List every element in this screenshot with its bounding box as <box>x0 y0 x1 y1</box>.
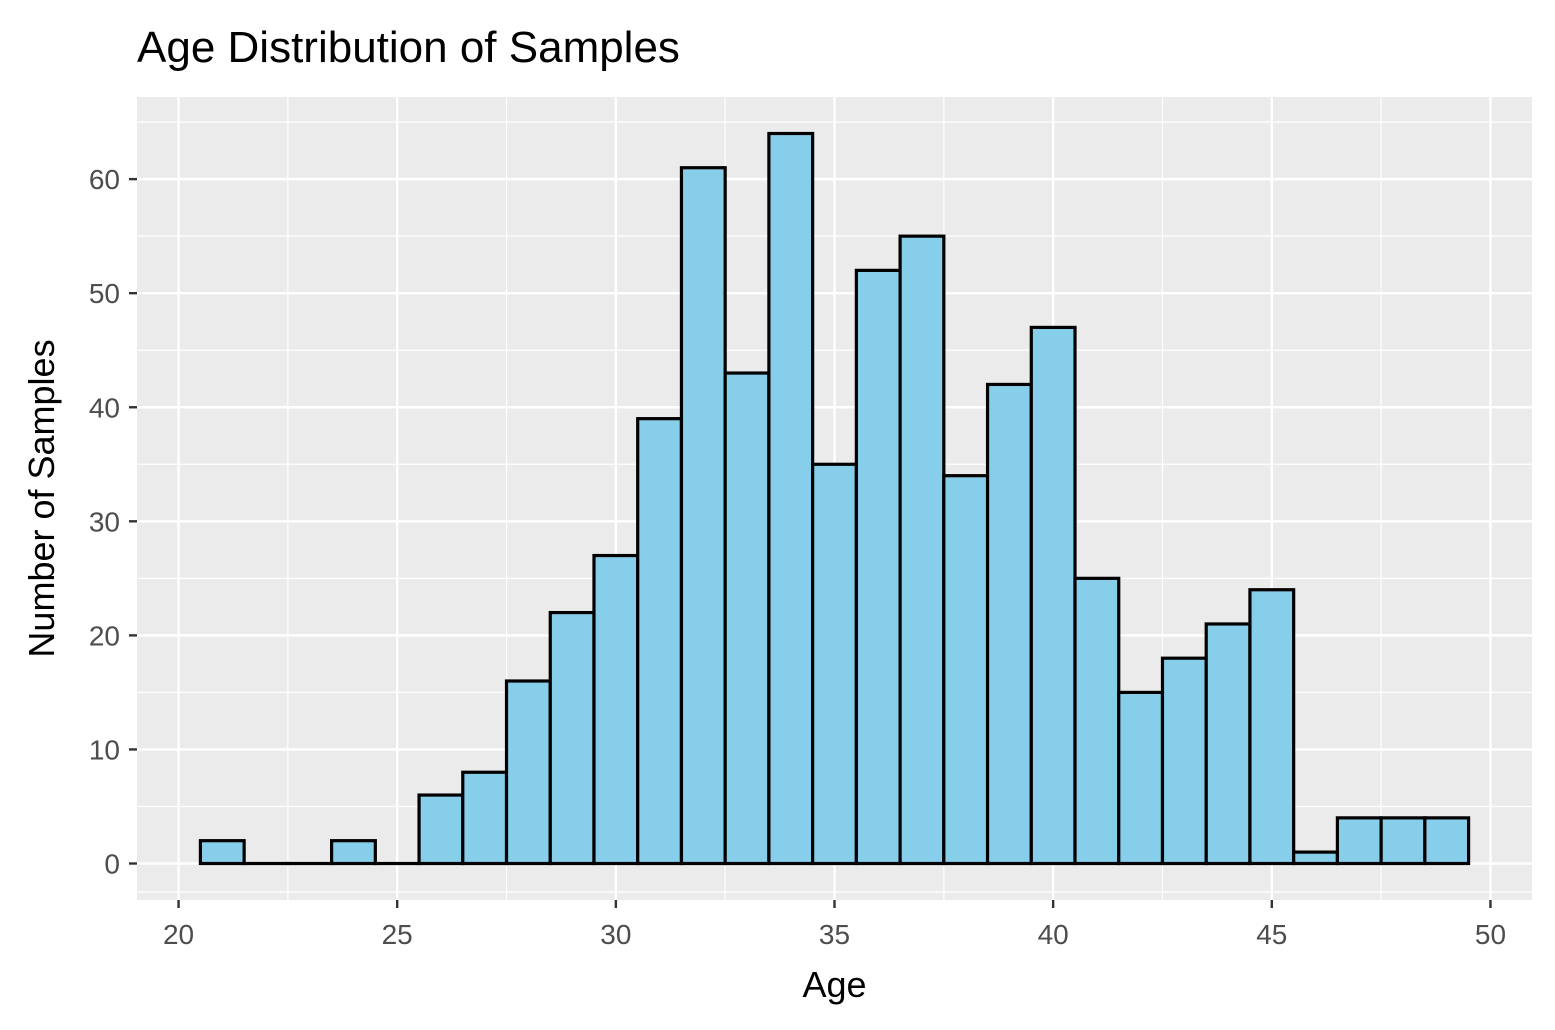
histogram-bar <box>985 382 1033 866</box>
histogram-bar <box>461 770 509 866</box>
histogram-bar <box>723 371 771 866</box>
x-axis-title: Age <box>802 964 866 1005</box>
histogram-bar <box>417 793 465 866</box>
x-tick-label: 25 <box>382 919 413 950</box>
y-tick-label: 40 <box>89 392 120 423</box>
y-tick-label: 0 <box>104 849 120 880</box>
y-tick-label: 60 <box>89 164 120 195</box>
y-tick-label: 50 <box>89 278 120 309</box>
histogram-bar <box>1117 690 1165 866</box>
chart-title: Age Distribution of Samples <box>137 23 680 72</box>
histogram-bar <box>1423 816 1471 866</box>
histogram-bar <box>504 679 552 866</box>
x-tick-label: 35 <box>819 919 850 950</box>
histogram-bar <box>679 166 727 866</box>
histogram-bar <box>767 131 815 866</box>
histogram-bar <box>1160 656 1208 866</box>
x-axis-ticks: 20 25 30 35 40 45 50 <box>163 900 1506 950</box>
histogram-bar <box>1292 850 1339 866</box>
histogram-bar <box>636 417 684 866</box>
histogram-bar <box>811 462 858 866</box>
x-tick-label: 40 <box>1038 919 1069 950</box>
y-tick-label: 10 <box>89 734 120 765</box>
histogram-bar <box>592 553 640 866</box>
y-axis-title: Number of Samples <box>21 339 62 657</box>
histogram-bar <box>898 234 946 866</box>
x-tick-label: 30 <box>600 919 631 950</box>
histogram-bar <box>330 839 377 866</box>
y-axis-ticks: 0 10 20 30 40 50 60 <box>89 164 137 880</box>
x-tick-label: 50 <box>1475 919 1506 950</box>
histogram-bar <box>1248 588 1296 866</box>
histogram-bar <box>854 268 902 866</box>
histogram-bar <box>1204 622 1252 866</box>
y-tick-label: 30 <box>89 506 120 537</box>
histogram-bar <box>1029 325 1077 866</box>
x-tick-label: 20 <box>163 919 194 950</box>
histogram-bar <box>1379 816 1427 866</box>
histogram-bars <box>198 131 1471 866</box>
histogram-bar <box>548 610 596 866</box>
x-tick-label: 45 <box>1256 919 1287 950</box>
histogram-bar <box>198 839 246 866</box>
y-tick-label: 20 <box>89 620 120 651</box>
histogram-bar <box>1335 816 1383 866</box>
histogram-bar <box>942 474 990 866</box>
histogram-bar <box>1073 576 1121 866</box>
